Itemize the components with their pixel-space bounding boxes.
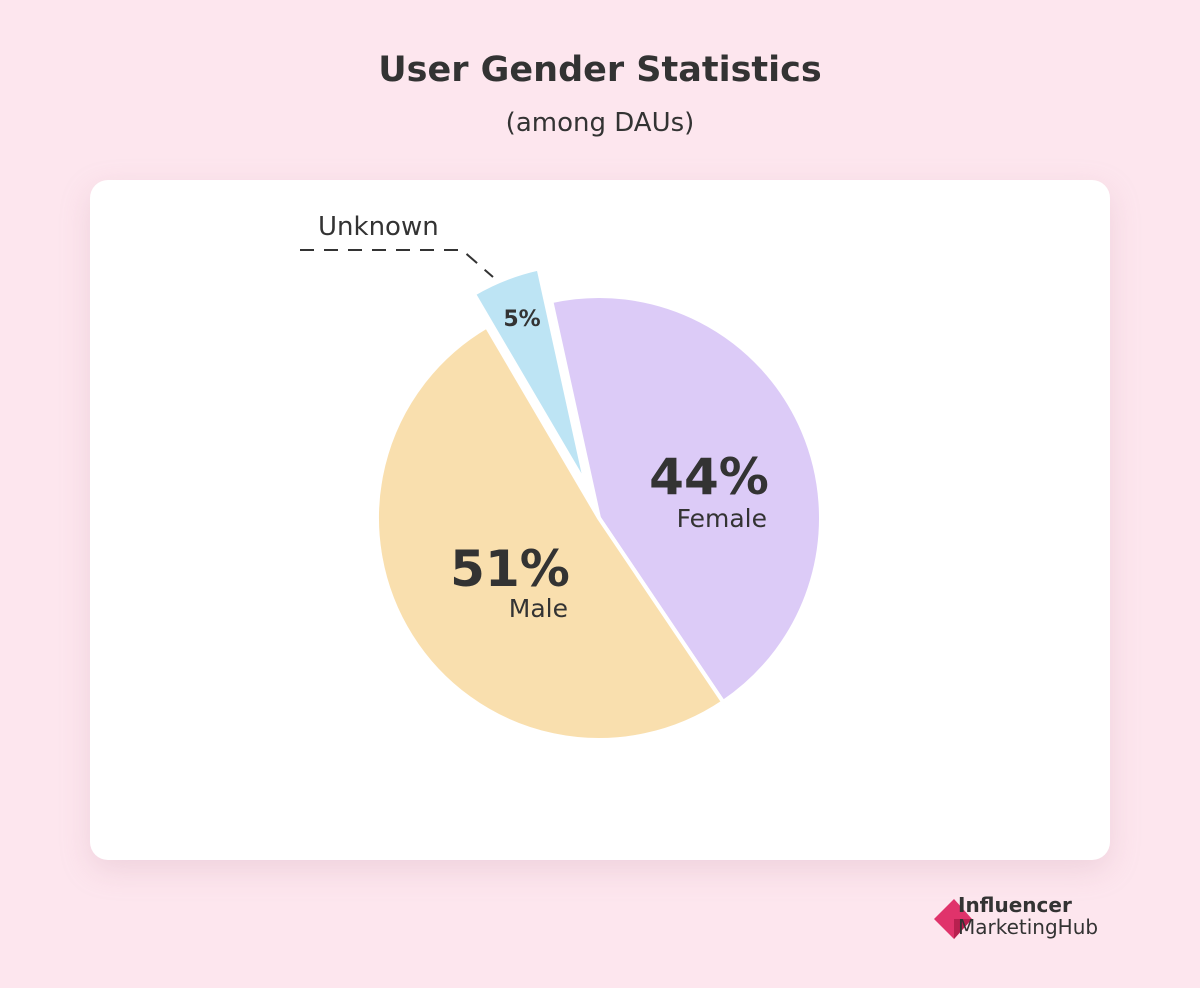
- male-label: Male: [509, 594, 568, 623]
- pie-slice-male: [375, 324, 726, 742]
- female-label: Female: [677, 504, 767, 533]
- female-value-label: 44%: [649, 448, 769, 506]
- brand-logo: Influencer MarketingHub: [934, 893, 1134, 943]
- male-value-label: 51%: [450, 540, 570, 598]
- chart-title: User Gender Statistics: [378, 50, 822, 90]
- pie-slice-female: [549, 294, 823, 705]
- unknown-value-label: 5%: [503, 307, 540, 332]
- brand-logo-icon: [934, 899, 972, 939]
- brand-line1: Influencer: [958, 893, 1072, 917]
- unknown-leader-line: [300, 249, 494, 278]
- unknown-label: Unknown: [318, 212, 439, 242]
- brand-line2: MarketingHub: [958, 915, 1099, 939]
- pie-slice-unknown: [471, 266, 589, 488]
- chart-subtitle: (among DAUs): [505, 108, 695, 138]
